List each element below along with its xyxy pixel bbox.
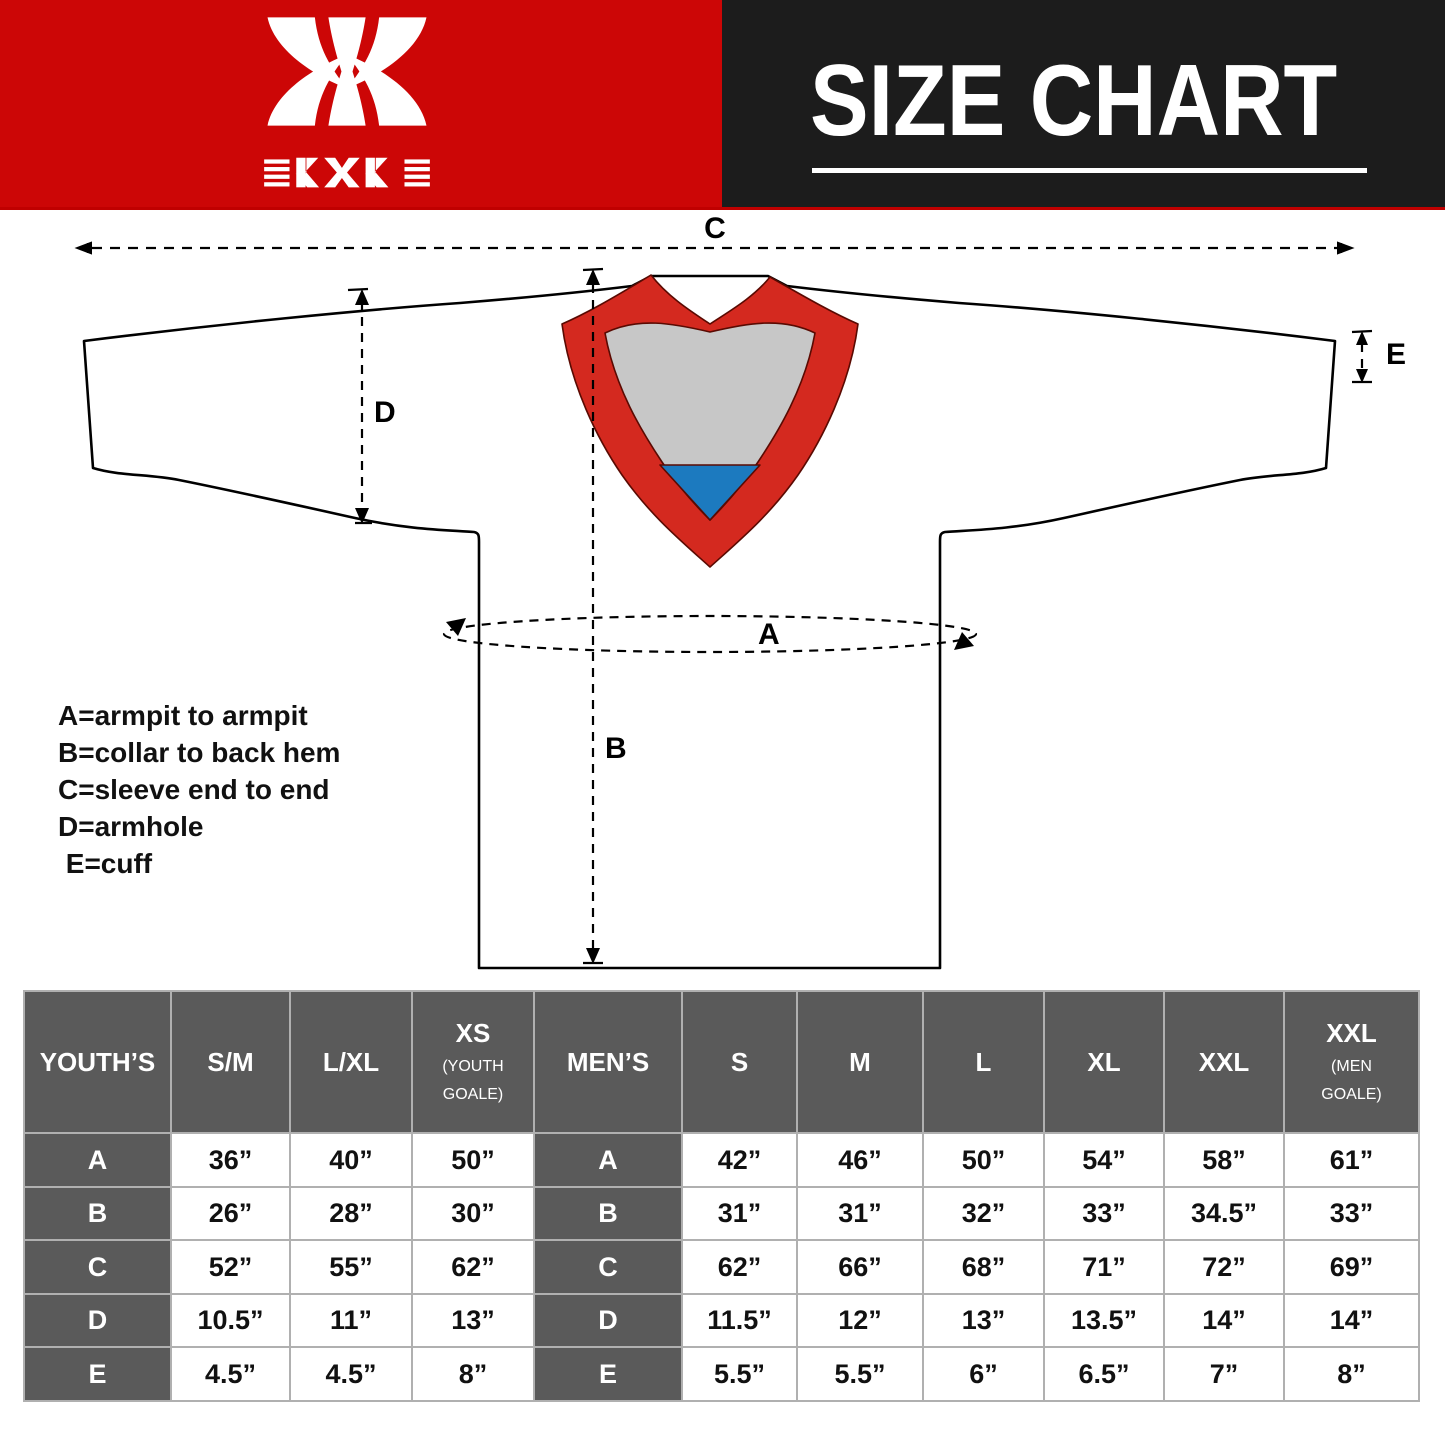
svg-text:A: A xyxy=(758,618,780,651)
svg-text:E: E xyxy=(1386,338,1406,371)
svg-text:D: D xyxy=(374,396,396,429)
svg-text:B: B xyxy=(605,732,627,765)
svg-text:C: C xyxy=(704,212,726,245)
